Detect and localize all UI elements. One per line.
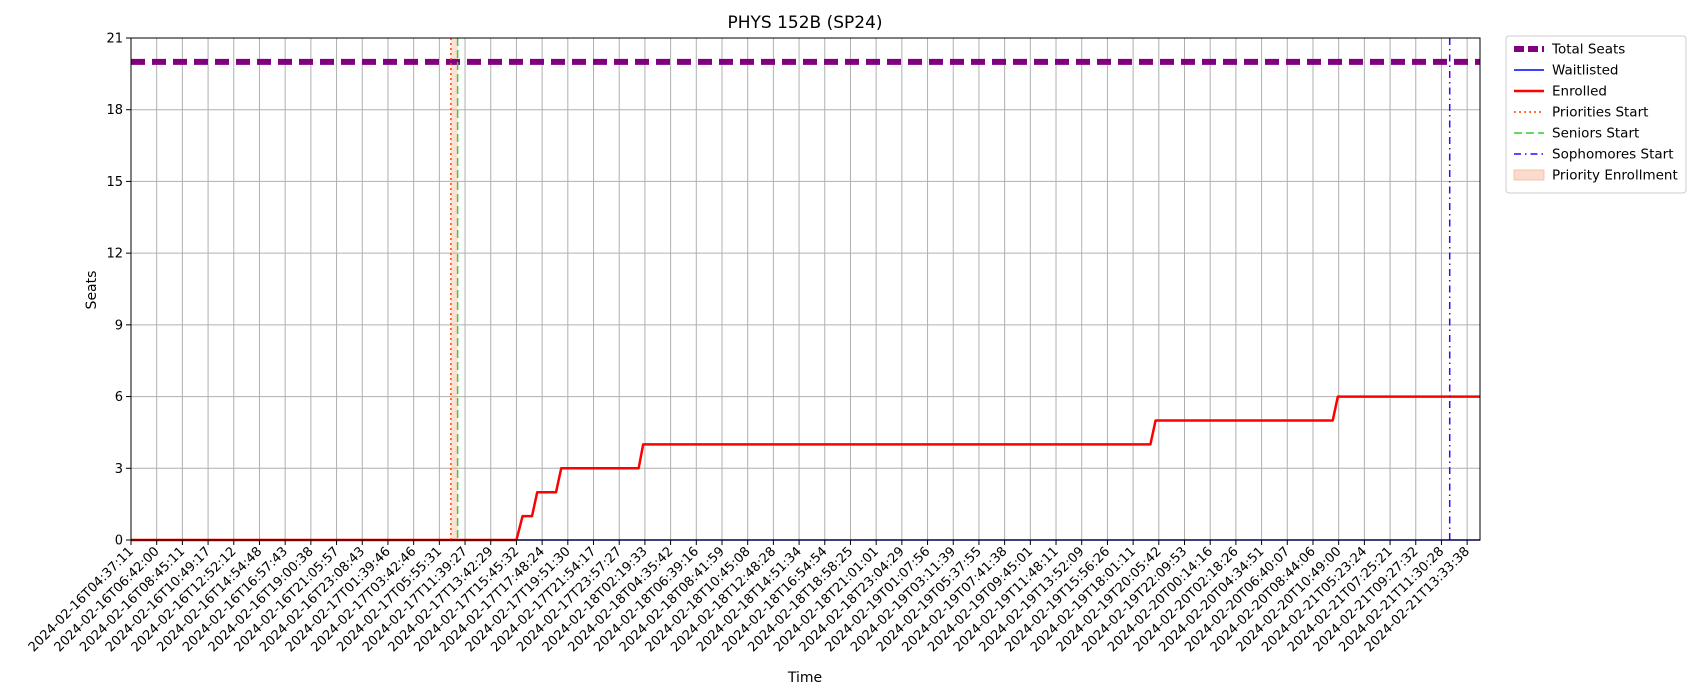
y-tick-label: 12 [106, 247, 123, 262]
legend-label-enrolled: Enrolled [1552, 84, 1607, 100]
y-axis-ticks: 0 3 6 9 12 15 18 21 [106, 32, 131, 549]
legend-label-sophomores-start: Sophomores Start [1552, 147, 1674, 163]
priority-enrollment-region [450, 38, 458, 540]
y-tick-label: 3 [115, 462, 123, 477]
plot-frame [130, 37, 1481, 541]
legend-label-total-seats: Total Seats [1551, 42, 1625, 58]
legend-swatch-priority-enrollment [1513, 169, 1545, 181]
legend-box [1505, 35, 1687, 194]
y-tick-label: 15 [106, 175, 123, 190]
y-tick-label: 9 [115, 318, 123, 333]
y-axis-title: Seats [84, 271, 100, 310]
legend: Total Seats Waitlisted Enrolled Priorities … [1505, 35, 1687, 194]
x-axis-title: Time [787, 670, 822, 686]
series-enrolled-line [131, 395, 1480, 542]
legend-label-priority-enrollment: Priority Enrollment [1552, 168, 1678, 184]
y-tick-label: 0 [115, 534, 123, 549]
chart-title: PHYS 152B (SP24) [727, 13, 882, 33]
y-tick-label: 21 [106, 32, 123, 47]
y-tick-label: 18 [106, 103, 123, 118]
y-tick-label: 6 [115, 390, 123, 405]
legend-label-priorities-start: Priorities Start [1552, 105, 1648, 121]
x-axis-ticks: 2024-02-16T04:37:112024-02-16T06:42:0020… [26, 540, 1473, 655]
legend-label-waitlisted: Waitlisted [1552, 63, 1619, 79]
plot-area [130, 37, 1481, 542]
legend-label-seniors-start: Seniors Start [1552, 126, 1639, 142]
